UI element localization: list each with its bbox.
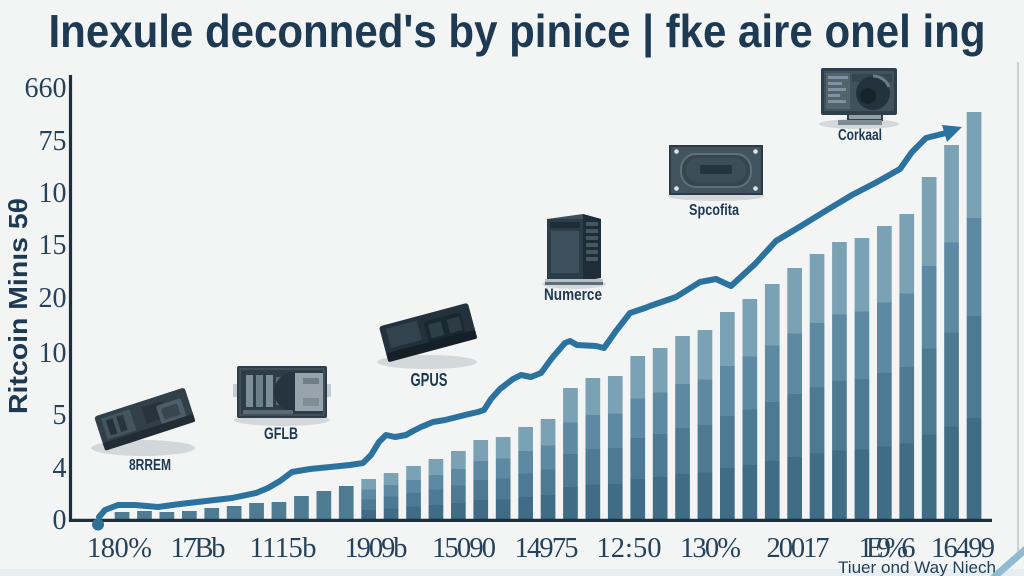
svg-text:GFLB: GFLB: [264, 424, 298, 443]
svg-text:20: 20: [39, 283, 67, 314]
svg-text:8RREM: 8RREM: [129, 457, 171, 474]
svg-text:Inexule deconned's by pinice |: Inexule deconned's by pinice | fke aire …: [49, 5, 986, 57]
svg-text:16499: 16499: [931, 533, 995, 564]
svg-text:15090: 15090: [432, 533, 496, 564]
svg-text:180%: 180%: [87, 533, 152, 564]
svg-text:12:50: 12:50: [597, 533, 662, 564]
svg-text:Tiuer ond Way Niech: Tiuer ond Way Niech: [838, 558, 996, 576]
svg-text:1909b: 1909b: [345, 533, 408, 564]
svg-text:1115b: 1115b: [250, 533, 317, 564]
svg-text:Spcofita: Spcofita: [689, 202, 739, 219]
svg-text:Corkaal: Corkaal: [838, 127, 882, 144]
svg-text:1E9%6: 1E9%6: [859, 533, 916, 564]
svg-text:10: 10: [39, 178, 67, 209]
svg-text:130%: 130%: [680, 533, 741, 564]
svg-text:Numerce: Numerce: [544, 285, 602, 304]
svg-text:Ritcoin Minıs 5θ: Ritcoin Minıs 5θ: [3, 198, 33, 414]
svg-text:660: 660: [25, 73, 67, 104]
svg-text:4: 4: [53, 453, 67, 484]
svg-text:GPUS: GPUS: [411, 370, 448, 390]
svg-text:10: 10: [39, 338, 67, 369]
svg-text:5: 5: [53, 400, 67, 431]
svg-text:75: 75: [39, 126, 67, 157]
svg-text:14975: 14975: [515, 533, 579, 564]
svg-text:0: 0: [53, 505, 67, 536]
svg-text:20017: 20017: [767, 533, 830, 564]
svg-text:17Bb: 17Bb: [171, 533, 226, 564]
svg-text:15: 15: [39, 230, 67, 261]
